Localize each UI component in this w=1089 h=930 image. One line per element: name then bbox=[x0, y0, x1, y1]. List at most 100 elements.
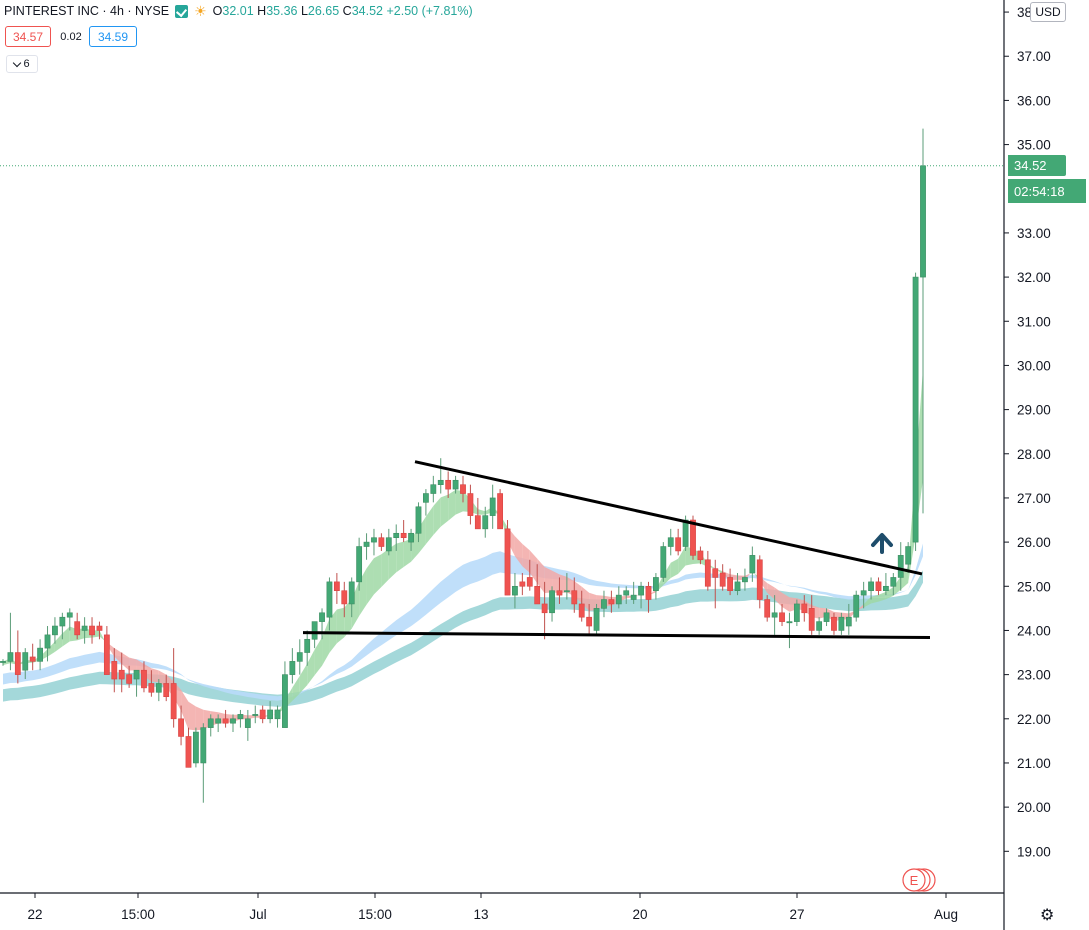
ohlc-values: O32.01 H35.36 L26.65 C34.52 +2.50 (+7.81… bbox=[212, 4, 473, 18]
candle-body bbox=[690, 519, 696, 556]
candle-body bbox=[771, 612, 778, 618]
candle-body bbox=[415, 506, 422, 534]
candle-body bbox=[727, 577, 733, 591]
fast-ribbon-segment bbox=[477, 509, 486, 515]
candle-body bbox=[22, 652, 29, 671]
fast-ribbon-segment bbox=[158, 670, 167, 688]
y-tick-label: 24.00 bbox=[1017, 623, 1051, 638]
candle-body bbox=[400, 532, 407, 538]
x-tick-label: Jul bbox=[249, 907, 266, 922]
candle-body bbox=[482, 515, 489, 530]
symbol-legend[interactable]: PINTEREST INC · 4h · NYSE ☀ O32.01 H35.3… bbox=[4, 2, 473, 20]
candle-body bbox=[860, 590, 867, 596]
fast-ribbon-segment bbox=[181, 689, 189, 730]
y-tick-label: 33.00 bbox=[1017, 226, 1051, 241]
fast-ribbon-segment bbox=[322, 618, 330, 666]
candle-body bbox=[734, 581, 741, 591]
candle-body bbox=[430, 484, 437, 494]
currency-button[interactable]: USD bbox=[1030, 2, 1066, 22]
candle-body bbox=[103, 634, 110, 675]
candle-body bbox=[660, 546, 667, 578]
candle-body bbox=[578, 603, 585, 618]
candle-body bbox=[52, 625, 58, 636]
chevron-down-icon bbox=[13, 58, 22, 67]
candle-body bbox=[779, 612, 785, 622]
candle-body bbox=[512, 585, 518, 596]
candle-body bbox=[371, 537, 377, 543]
y-tick-label: 29.00 bbox=[1017, 403, 1051, 418]
candle-body bbox=[719, 572, 726, 587]
candle-body bbox=[667, 537, 674, 547]
fast-ribbon-segment bbox=[893, 576, 901, 596]
candle-body bbox=[59, 616, 66, 627]
y-tick-label: 23.00 bbox=[1017, 668, 1051, 683]
candle-body bbox=[467, 493, 474, 516]
y-tick-label: 20.00 bbox=[1017, 800, 1051, 815]
bar-countdown: 02:54:18 bbox=[1008, 179, 1086, 203]
candle-body bbox=[215, 718, 222, 724]
y-tick-label: 32.00 bbox=[1017, 270, 1051, 285]
fast-ribbon-segment bbox=[663, 562, 671, 586]
candle-body bbox=[497, 493, 503, 530]
candle-body bbox=[274, 709, 281, 720]
fast-ribbon-segment bbox=[62, 626, 70, 647]
candle-body bbox=[423, 493, 429, 503]
fast-ribbon-segment bbox=[455, 489, 463, 515]
candle-body bbox=[831, 616, 837, 631]
last-price-label: 34.52 bbox=[1008, 155, 1066, 176]
candle-body bbox=[519, 581, 526, 587]
candle-body bbox=[445, 479, 452, 490]
price-axis[interactable]: 38.0037.0036.0035.0033.0032.0031.0030.00… bbox=[1004, 5, 1051, 859]
candle-body bbox=[393, 532, 400, 538]
symbol-title[interactable]: PINTEREST INC · 4h · NYSE bbox=[4, 4, 170, 18]
event-marker-icon[interactable]: E bbox=[902, 868, 936, 892]
fast-ribbon-segment bbox=[292, 675, 300, 701]
candle-body bbox=[96, 625, 103, 631]
fast-ribbon-segment bbox=[307, 649, 315, 686]
event-marker-label: E bbox=[910, 873, 919, 888]
candle-body bbox=[845, 616, 852, 627]
fast-ribbon-segment bbox=[47, 641, 55, 657]
fast-ribbon-segment bbox=[559, 574, 567, 594]
candle-body bbox=[356, 546, 363, 583]
candle-body bbox=[563, 590, 570, 593]
candle-body bbox=[74, 621, 81, 636]
candle-body bbox=[222, 718, 229, 724]
sell-price-button[interactable]: 34.57 bbox=[5, 26, 51, 47]
candle-body bbox=[653, 577, 659, 591]
x-tick-label: 20 bbox=[632, 907, 647, 922]
x-tick-label: 27 bbox=[789, 907, 804, 922]
candle-body bbox=[185, 736, 192, 768]
candle-body bbox=[237, 714, 244, 720]
candle-body bbox=[111, 661, 118, 680]
candle-body bbox=[14, 652, 21, 675]
candle-body bbox=[920, 165, 926, 278]
candle-body bbox=[311, 621, 318, 640]
fast-ribbon-segment bbox=[544, 566, 553, 594]
arrow-up-icon[interactable] bbox=[871, 533, 893, 554]
candle-body bbox=[823, 612, 830, 622]
candle-body bbox=[742, 577, 748, 583]
candle-body bbox=[244, 718, 251, 728]
candle-body bbox=[890, 577, 897, 587]
x-tick-label: Aug bbox=[934, 907, 958, 922]
fast-ribbon-segment bbox=[678, 545, 686, 574]
y-tick-label: 26.00 bbox=[1017, 535, 1051, 550]
fast-ribbon-segment bbox=[329, 609, 337, 653]
gear-icon[interactable]: ⚙ bbox=[1040, 907, 1055, 924]
fast-ribbon-segment bbox=[247, 715, 256, 720]
fast-ribbon-segment bbox=[403, 538, 412, 567]
time-axis[interactable]: 22 15:00 Jul 15:00 13 20 27 Aug bbox=[27, 893, 958, 922]
candle-body bbox=[0, 661, 6, 663]
fast-ribbon-segment bbox=[336, 607, 345, 644]
candle-body bbox=[252, 714, 259, 716]
indicators-toggle-button[interactable]: 6 bbox=[6, 55, 38, 73]
fast-ribbon-segment bbox=[388, 543, 397, 580]
buy-price-button[interactable]: 34.59 bbox=[89, 26, 137, 47]
candle-body bbox=[304, 638, 311, 653]
ribbons bbox=[3, 368, 923, 731]
candle-body bbox=[838, 616, 845, 631]
candle-body bbox=[81, 625, 88, 631]
y-tick-label: 27.00 bbox=[1017, 491, 1051, 506]
